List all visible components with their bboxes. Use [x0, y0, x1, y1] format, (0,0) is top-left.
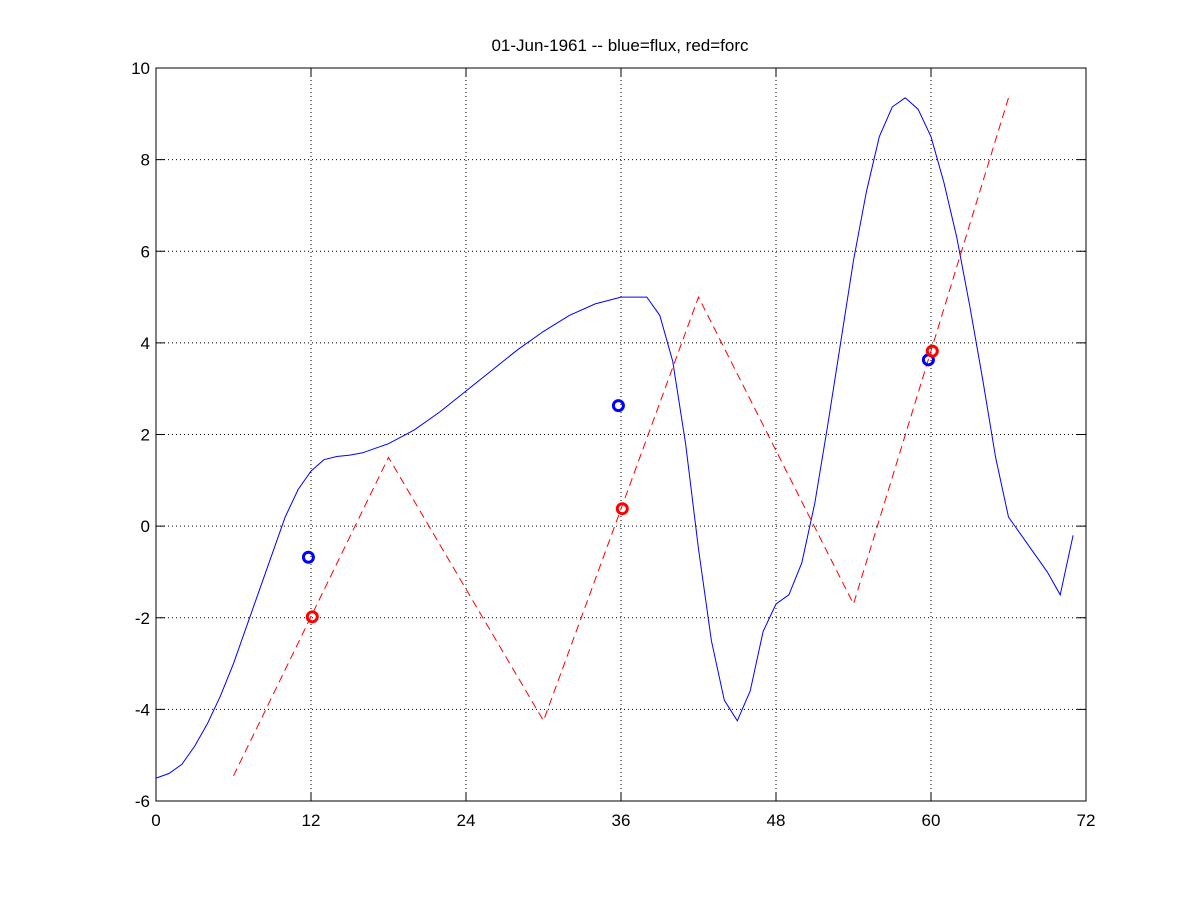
- chart-title: 01-Jun-1961 -- blue=flux, red=forc: [491, 36, 749, 55]
- x-tick-label: 12: [302, 811, 321, 830]
- flux-series-line: [155, 97, 1074, 779]
- forc-series-line: [233, 97, 1009, 777]
- y-tick-label: 4: [141, 334, 150, 353]
- y-tick-label: 10: [131, 59, 150, 78]
- x-tick-label: 72: [1077, 811, 1096, 830]
- y-tick-label: -2: [135, 609, 150, 628]
- axes-frame: [155, 67, 1087, 802]
- flux-marker: [611, 399, 625, 413]
- flux-marker: [301, 550, 315, 564]
- y-tick-label: 8: [141, 151, 150, 170]
- y-tick-label: -6: [135, 792, 150, 811]
- forc-marker: [615, 502, 629, 516]
- x-tick-label: 24: [457, 811, 476, 830]
- y-tick-label: 6: [141, 242, 150, 261]
- x-tick-label: 48: [767, 811, 786, 830]
- forc-marker: [305, 610, 319, 624]
- y-tick-label: 2: [141, 426, 150, 445]
- x-tick-label: 0: [151, 811, 160, 830]
- y-tick-label: 0: [141, 517, 150, 536]
- x-tick-label: 36: [612, 811, 631, 830]
- y-tick-label: -4: [135, 700, 150, 719]
- forc-marker: [925, 344, 939, 358]
- x-tick-label: 60: [922, 811, 941, 830]
